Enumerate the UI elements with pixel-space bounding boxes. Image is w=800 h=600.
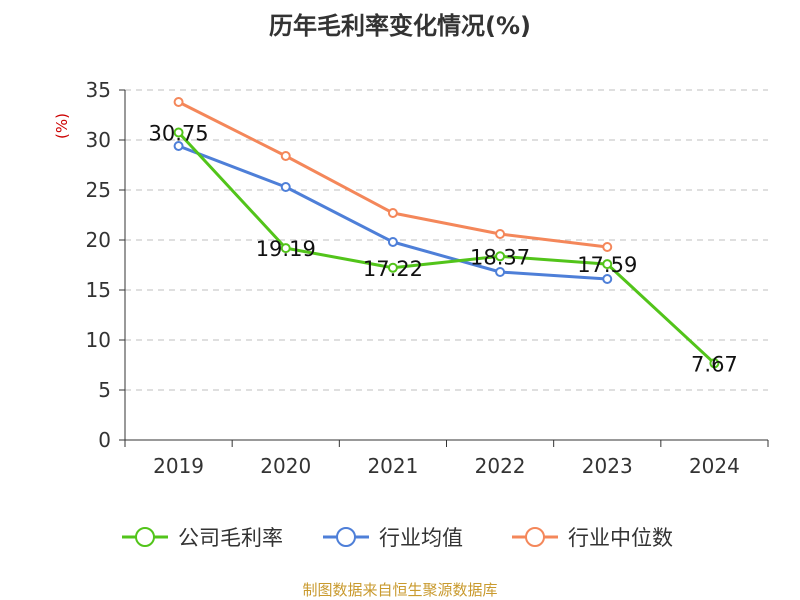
data-label: 17.59 — [577, 253, 637, 277]
data-point[interactable] — [280, 182, 291, 192]
y-tick-label: 0 — [98, 428, 111, 452]
data-label: 18.37 — [470, 245, 530, 269]
data-label: 30.75 — [149, 122, 209, 146]
y-tick-label: 20 — [86, 228, 111, 252]
data-label: 19.19 — [256, 237, 316, 261]
data-point[interactable] — [280, 151, 291, 161]
y-tick-label: 35 — [86, 78, 111, 102]
legend-label: 行业均值 — [379, 526, 463, 550]
data-point[interactable] — [173, 141, 184, 151]
legend-item[interactable]: 公司毛利率 — [122, 526, 283, 550]
chart-title: 历年毛利率变化情况(%) — [269, 12, 531, 40]
y-tick-label: 30 — [86, 128, 111, 152]
data-label: 17.22 — [363, 257, 423, 281]
legend-item[interactable]: 行业均值 — [323, 526, 463, 550]
legend-marker — [135, 527, 155, 547]
x-tick-label: 2021 — [367, 454, 418, 478]
x-tick-label: 2023 — [582, 454, 633, 478]
data-point[interactable] — [495, 229, 506, 239]
series-line — [177, 100, 608, 249]
source-note: 制图数据来自恒生聚源数据库 — [302, 581, 497, 599]
data-point[interactable] — [709, 358, 720, 369]
legend-item[interactable]: 行业中位数 — [512, 526, 673, 550]
data-labels: 30.75 19.19 17.22 18.37 17.59 7.67 — [149, 122, 738, 377]
legend-label: 公司毛利率 — [178, 526, 283, 550]
series-line — [177, 131, 716, 365]
data-point[interactable] — [602, 242, 613, 252]
legend-marker — [525, 527, 545, 547]
data-point[interactable] — [602, 259, 613, 270]
grid — [125, 89, 768, 391]
x-tick-label: 2020 — [260, 454, 311, 478]
data-point[interactable] — [280, 243, 291, 254]
y-axis-label: (%) — [53, 113, 71, 139]
x-tick-label: 2019 — [153, 454, 204, 478]
data-point[interactable] — [387, 262, 398, 273]
data-point[interactable] — [495, 251, 506, 262]
data-point[interactable] — [173, 127, 184, 138]
data-label: 7.67 — [691, 352, 738, 376]
data-point[interactable] — [387, 208, 398, 218]
data-point[interactable] — [602, 274, 613, 284]
x-tick-label: 2022 — [475, 454, 526, 478]
legend-label: 行业中位数 — [568, 526, 673, 550]
y-tick-label: 25 — [86, 178, 111, 202]
y-tick-label: 10 — [86, 328, 111, 352]
axes: 0 5 10 15 20 25 30 35 2019 2020 2021 2022 2023 2024 — [86, 78, 769, 478]
series-group — [173, 97, 720, 369]
legend[interactable]: 公司毛利率 行业均值 行业中位数 — [122, 526, 673, 550]
y-tick-label: 5 — [98, 378, 111, 402]
x-tick-label: 2024 — [689, 454, 740, 478]
data-point[interactable] — [173, 97, 184, 107]
data-point[interactable] — [495, 267, 506, 277]
legend-marker — [336, 527, 356, 547]
data-point[interactable] — [387, 237, 398, 247]
y-tick-label: 15 — [86, 278, 111, 302]
